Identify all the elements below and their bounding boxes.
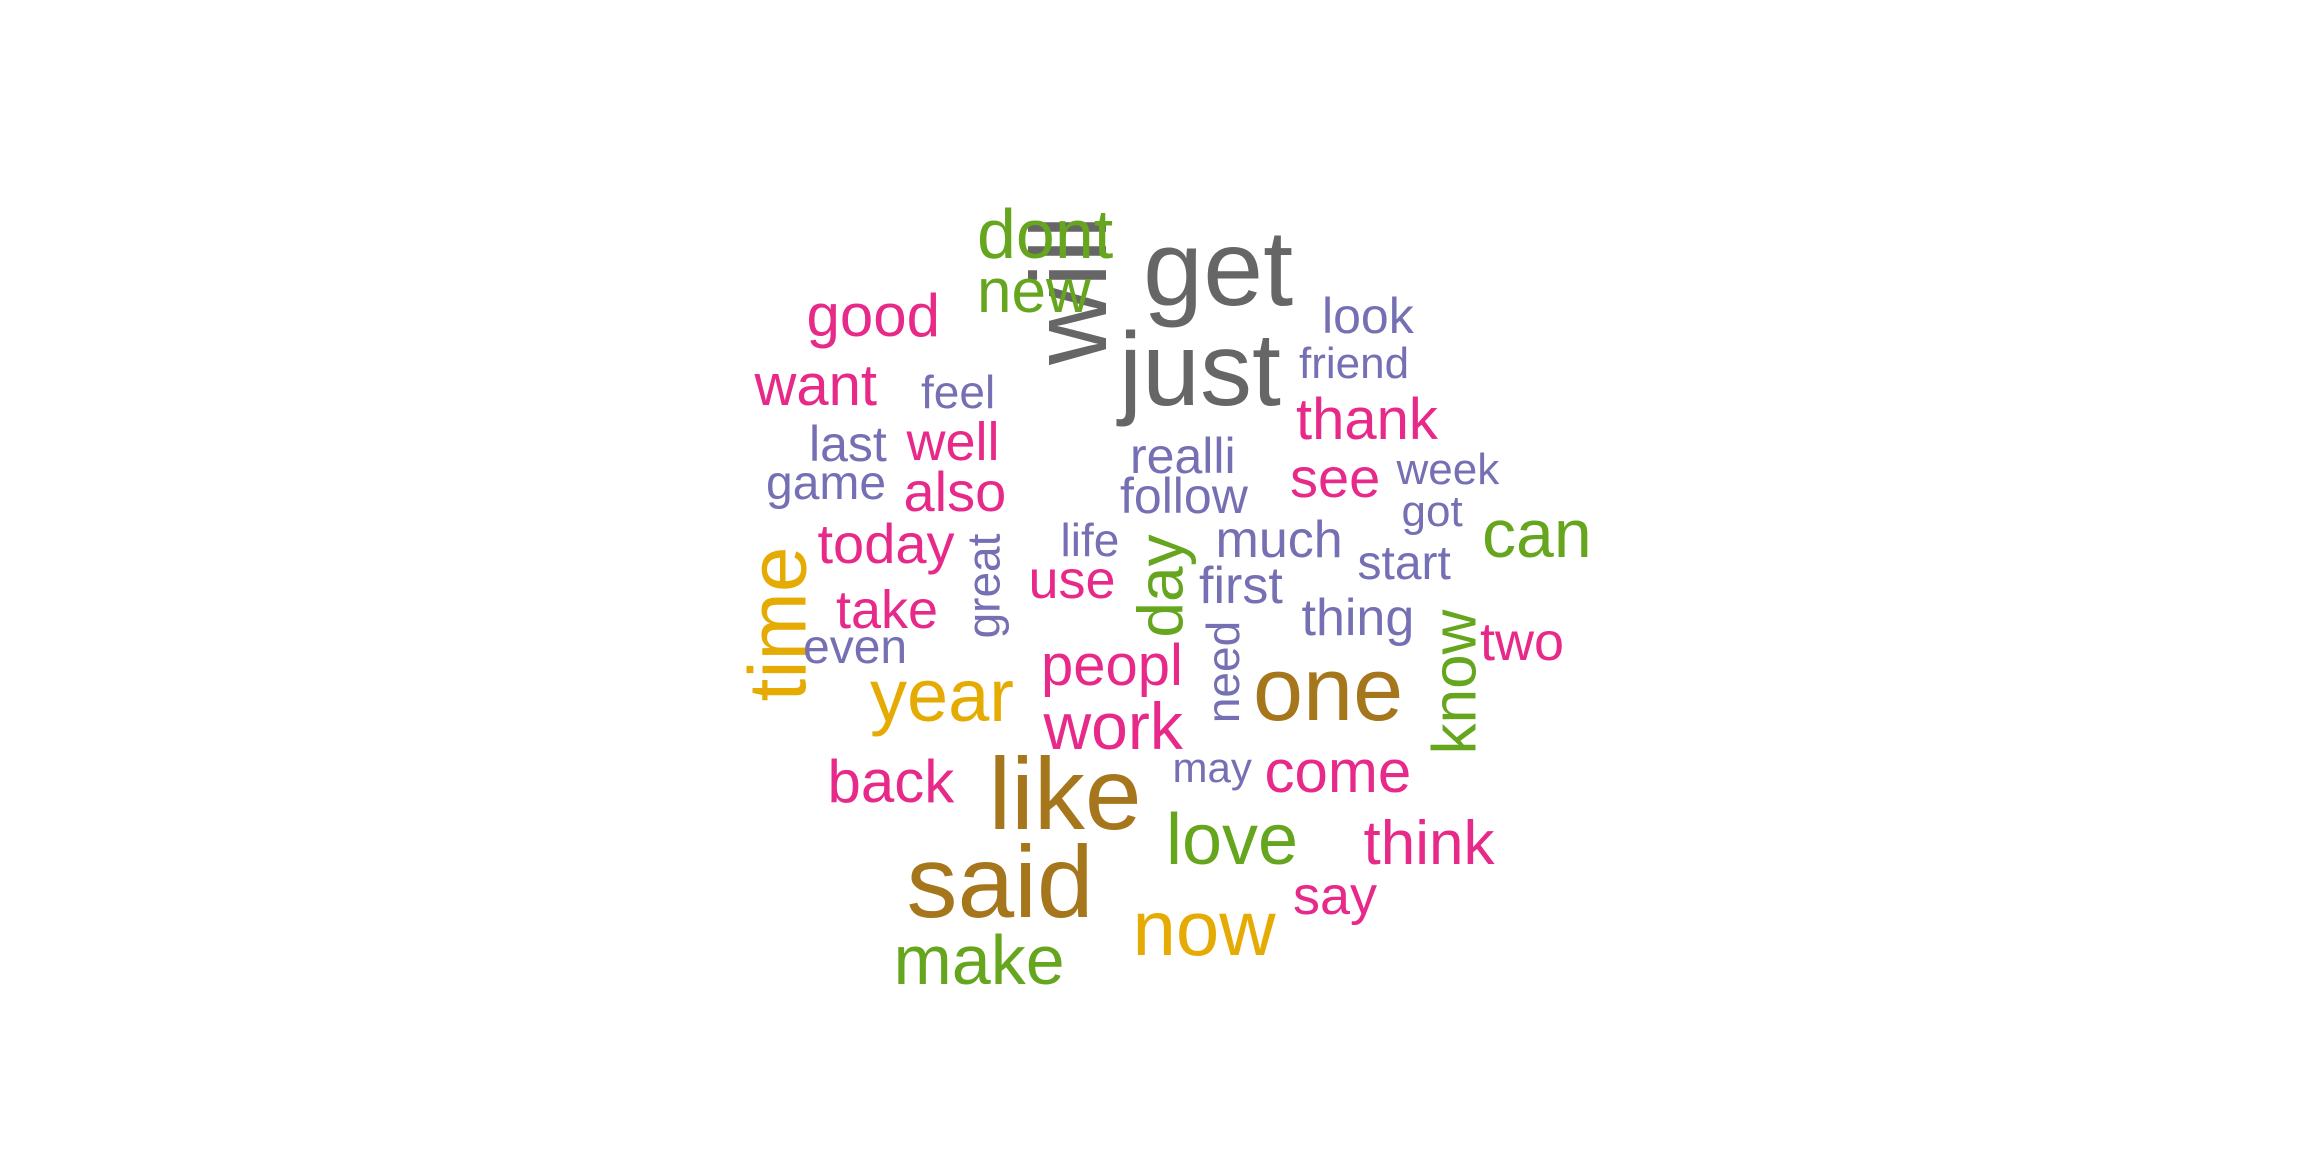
word-say: say — [1293, 866, 1378, 926]
word-well: well — [906, 412, 1000, 472]
word-got: got — [1401, 487, 1463, 536]
word-now: now — [1132, 884, 1276, 972]
word-see: see — [1290, 446, 1381, 509]
word-make: make — [893, 921, 1065, 999]
word-peopl: peopl — [1041, 633, 1183, 698]
word-said: said — [906, 825, 1094, 939]
word-today: today — [817, 512, 955, 575]
word-know: know — [1419, 609, 1489, 755]
word-year: year — [870, 654, 1014, 737]
word-start: start — [1357, 537, 1451, 590]
word-want: want — [754, 353, 878, 418]
word-thing: thing — [1301, 589, 1415, 647]
word-just: just — [1119, 312, 1281, 428]
word-also: also — [903, 460, 1007, 523]
word-great: great — [956, 533, 1009, 639]
word-look: look — [1322, 288, 1414, 344]
word-new: new — [977, 257, 1091, 326]
word-need: need — [1197, 620, 1250, 724]
word-even: even — [803, 621, 908, 674]
word-can: can — [1482, 496, 1592, 572]
word-day: day — [1124, 534, 1197, 638]
word-work: work — [1043, 689, 1183, 763]
word-follow: follow — [1120, 468, 1248, 524]
word-first: first — [1199, 557, 1283, 615]
word-get: get — [1143, 207, 1294, 328]
word-may: may — [1172, 744, 1252, 791]
word-last: last — [809, 416, 887, 472]
word-use: use — [1028, 550, 1116, 610]
word-back: back — [827, 748, 955, 815]
word-two: two — [1480, 612, 1565, 672]
word-one: one — [1253, 640, 1404, 740]
word-think: think — [1363, 809, 1495, 878]
word-thank: thank — [1296, 387, 1438, 452]
word-much: much — [1215, 511, 1343, 569]
word-friend: friend — [1299, 339, 1410, 388]
word-feel: feel — [921, 366, 996, 418]
word-dont: dont — [977, 195, 1114, 273]
word-realli: realli — [1130, 428, 1236, 484]
word-life: life — [1060, 514, 1120, 566]
word-good: good — [806, 282, 940, 349]
word-come: come — [1264, 738, 1412, 805]
word-take: take — [836, 580, 939, 640]
word-love: love — [1166, 800, 1299, 880]
word-week: week — [1396, 445, 1500, 494]
word-like: like — [988, 737, 1142, 851]
word-game: game — [766, 457, 887, 510]
